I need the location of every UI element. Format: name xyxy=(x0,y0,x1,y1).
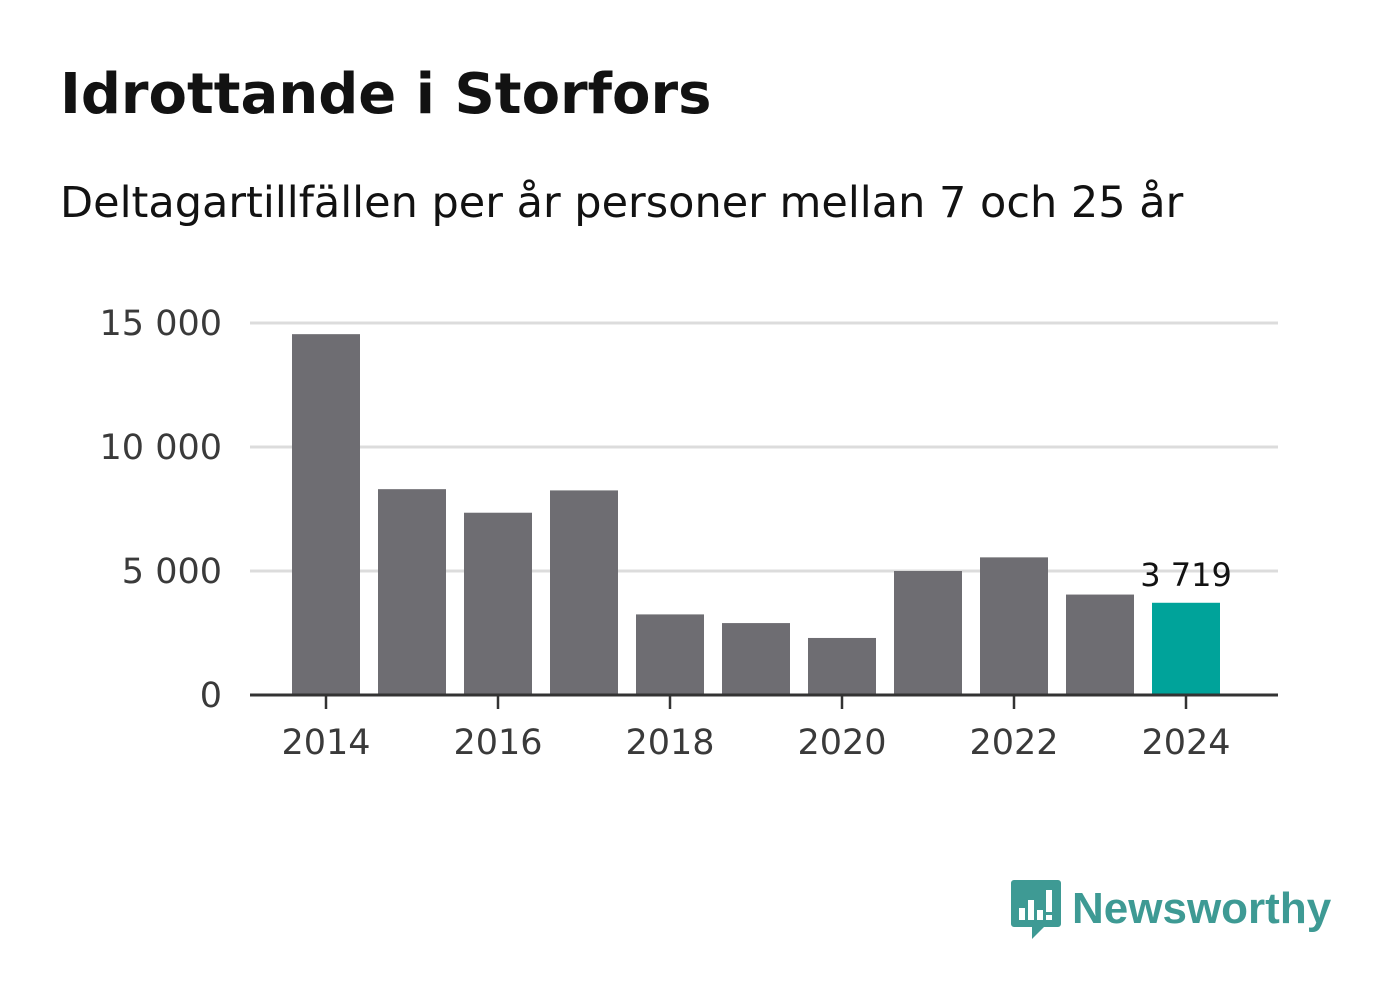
x-tick-label: 2014 xyxy=(281,723,370,763)
y-tick-label: 10 000 xyxy=(100,428,222,468)
x-tick-label: 2016 xyxy=(453,723,542,763)
chart-subtitle: Deltagartillfällen per år personer mella… xyxy=(60,178,1184,228)
bar-2023 xyxy=(1066,594,1134,695)
y-tick-label: 0 xyxy=(200,676,222,716)
y-tick-label: 15 000 xyxy=(100,304,222,344)
newsworthy-logo-icon xyxy=(1011,880,1061,939)
bar-2016 xyxy=(464,512,532,695)
x-tick-label: 2022 xyxy=(969,723,1058,763)
x-tick-label: 2020 xyxy=(797,723,886,763)
bar-2021 xyxy=(894,571,962,695)
x-tick-label: 2024 xyxy=(1141,723,1230,763)
bar-2015 xyxy=(378,489,446,695)
data-label: 3 719 xyxy=(1140,556,1232,594)
bar-2017 xyxy=(550,490,618,695)
bar-2019 xyxy=(722,623,790,695)
bar-2018 xyxy=(636,614,704,695)
y-tick-label: 5 000 xyxy=(122,552,222,592)
bar-2014 xyxy=(292,334,360,695)
bar-2020 xyxy=(808,637,876,695)
bar-2024 xyxy=(1152,602,1220,695)
chart-title: Idrottande i Storfors xyxy=(60,62,712,127)
brand-logo: Newsworthy xyxy=(1010,878,1331,940)
x-tick-label: 2018 xyxy=(625,723,714,763)
brand-name: Newsworthy xyxy=(1072,884,1332,933)
bar-2022 xyxy=(980,557,1048,695)
